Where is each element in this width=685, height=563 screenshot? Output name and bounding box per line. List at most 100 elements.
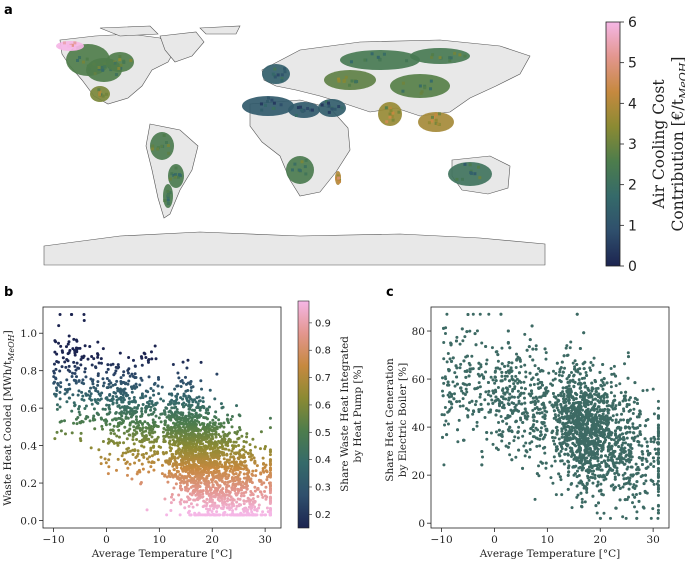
scatter-point-b <box>176 456 180 460</box>
map-pixel <box>166 198 170 202</box>
scatter-point-b <box>264 513 268 517</box>
scatter-point-c <box>468 363 472 367</box>
scatter-point-c <box>565 344 569 348</box>
map-pixel <box>304 158 308 162</box>
scatter-point-b <box>131 438 135 442</box>
scatter-point-b <box>235 404 239 408</box>
map-pixel <box>298 105 302 109</box>
scatter-point-b <box>251 469 255 473</box>
map-pixel <box>73 41 77 45</box>
scatter-point-c <box>632 483 636 487</box>
scatter-point-b <box>102 381 106 385</box>
scatter-point-b <box>126 466 130 470</box>
scatter-point-c <box>542 391 546 395</box>
scatter-point-b <box>199 379 203 383</box>
scatter-point-b <box>207 405 211 409</box>
scatter-point-b <box>174 432 178 436</box>
scatter-point-c <box>653 447 657 451</box>
scatter-point-b <box>106 367 110 371</box>
scatter-point-b <box>244 450 248 454</box>
map-pixel <box>164 141 168 145</box>
scatter-point-c <box>465 407 469 411</box>
scatter-point-c <box>580 408 584 412</box>
scatter-point-b <box>237 456 241 460</box>
scatter-point-b <box>153 450 157 454</box>
scatter-point-b <box>194 464 198 468</box>
map-region-western-europe <box>262 64 290 84</box>
scatter-point-c <box>564 346 568 350</box>
scatter-point-b <box>210 509 214 513</box>
scatter-point-b <box>236 430 240 434</box>
scatter-point-c <box>583 415 587 419</box>
scatter-point-b <box>70 409 74 413</box>
scatter-point-c <box>569 482 573 486</box>
scatter-point-b <box>117 435 121 439</box>
scatter-point-c <box>601 412 605 416</box>
scatter-point-b <box>91 379 95 383</box>
scatter-point-c <box>606 455 610 459</box>
map-pixel <box>333 107 337 111</box>
scatter-point-b <box>83 406 87 410</box>
land-antarctica <box>43 231 546 266</box>
scatter-point-c <box>539 426 543 430</box>
map-pixel <box>119 63 123 67</box>
map-pixel <box>283 67 287 71</box>
scatter-point-b <box>237 444 241 448</box>
scatter-point-b <box>208 504 212 508</box>
scatter-point-b <box>85 414 89 418</box>
scatter-point-c <box>612 438 616 442</box>
scatter-point-b <box>253 485 257 489</box>
scatter-point-b <box>177 493 181 497</box>
scatter-point-c <box>656 516 660 520</box>
scatter-point-b <box>226 413 230 417</box>
scatter-point-c <box>507 379 511 383</box>
scatter-point-b <box>178 438 182 442</box>
scatter-point-b <box>193 471 197 475</box>
scatter-point-c <box>524 375 528 379</box>
scatter-point-b <box>251 437 255 441</box>
scatter-point-b <box>172 468 176 472</box>
scatter-point-b <box>216 483 220 487</box>
scatter-point-b <box>75 348 79 352</box>
scatter-point-c <box>522 391 526 395</box>
scatter-point-c <box>652 482 656 486</box>
scatter-point-c <box>634 493 638 497</box>
scatter-point-b <box>98 393 102 397</box>
scatter-point-b <box>145 457 149 461</box>
scatter-point-b <box>117 428 121 432</box>
scatter-point-b <box>245 435 249 439</box>
scatter-point-b <box>180 379 184 383</box>
scatter-point-c <box>475 420 479 424</box>
scatter-point-b <box>225 499 229 503</box>
scatter-point-c <box>591 494 595 498</box>
scatter-point-b <box>123 425 127 429</box>
scatter-point-c <box>531 435 535 439</box>
scatter-point-b <box>126 429 130 433</box>
scatter-point-c <box>468 370 472 374</box>
scatter-point-c <box>573 365 577 369</box>
scatter-point-b <box>187 479 191 483</box>
scatter-point-b <box>153 407 157 411</box>
scatter-point-b <box>193 398 197 402</box>
map-pixel <box>449 56 453 60</box>
scatter-point-b <box>138 420 142 424</box>
scatter-point-b <box>263 465 267 469</box>
scatter-point-b <box>152 382 156 386</box>
scatter-point-b <box>231 509 235 513</box>
scatter-point-b <box>201 436 205 440</box>
scatter-point-c <box>599 488 603 492</box>
scatter-point-c <box>641 456 645 460</box>
scatter-point-b <box>108 393 112 397</box>
scatter-point-b <box>184 382 188 386</box>
scatter-point-b <box>178 427 182 431</box>
scatter-point-b <box>201 492 205 496</box>
scatter-point-b <box>212 454 216 458</box>
scatter-point-b <box>244 482 248 486</box>
scatter-point-c <box>499 415 503 419</box>
scatter-point-c <box>572 398 576 402</box>
scatter-point-c <box>623 394 627 398</box>
scatter-point-b <box>65 400 69 404</box>
scatter-point-c <box>531 347 535 351</box>
scatter-point-b <box>227 461 231 465</box>
scatter-point-c <box>497 420 501 424</box>
